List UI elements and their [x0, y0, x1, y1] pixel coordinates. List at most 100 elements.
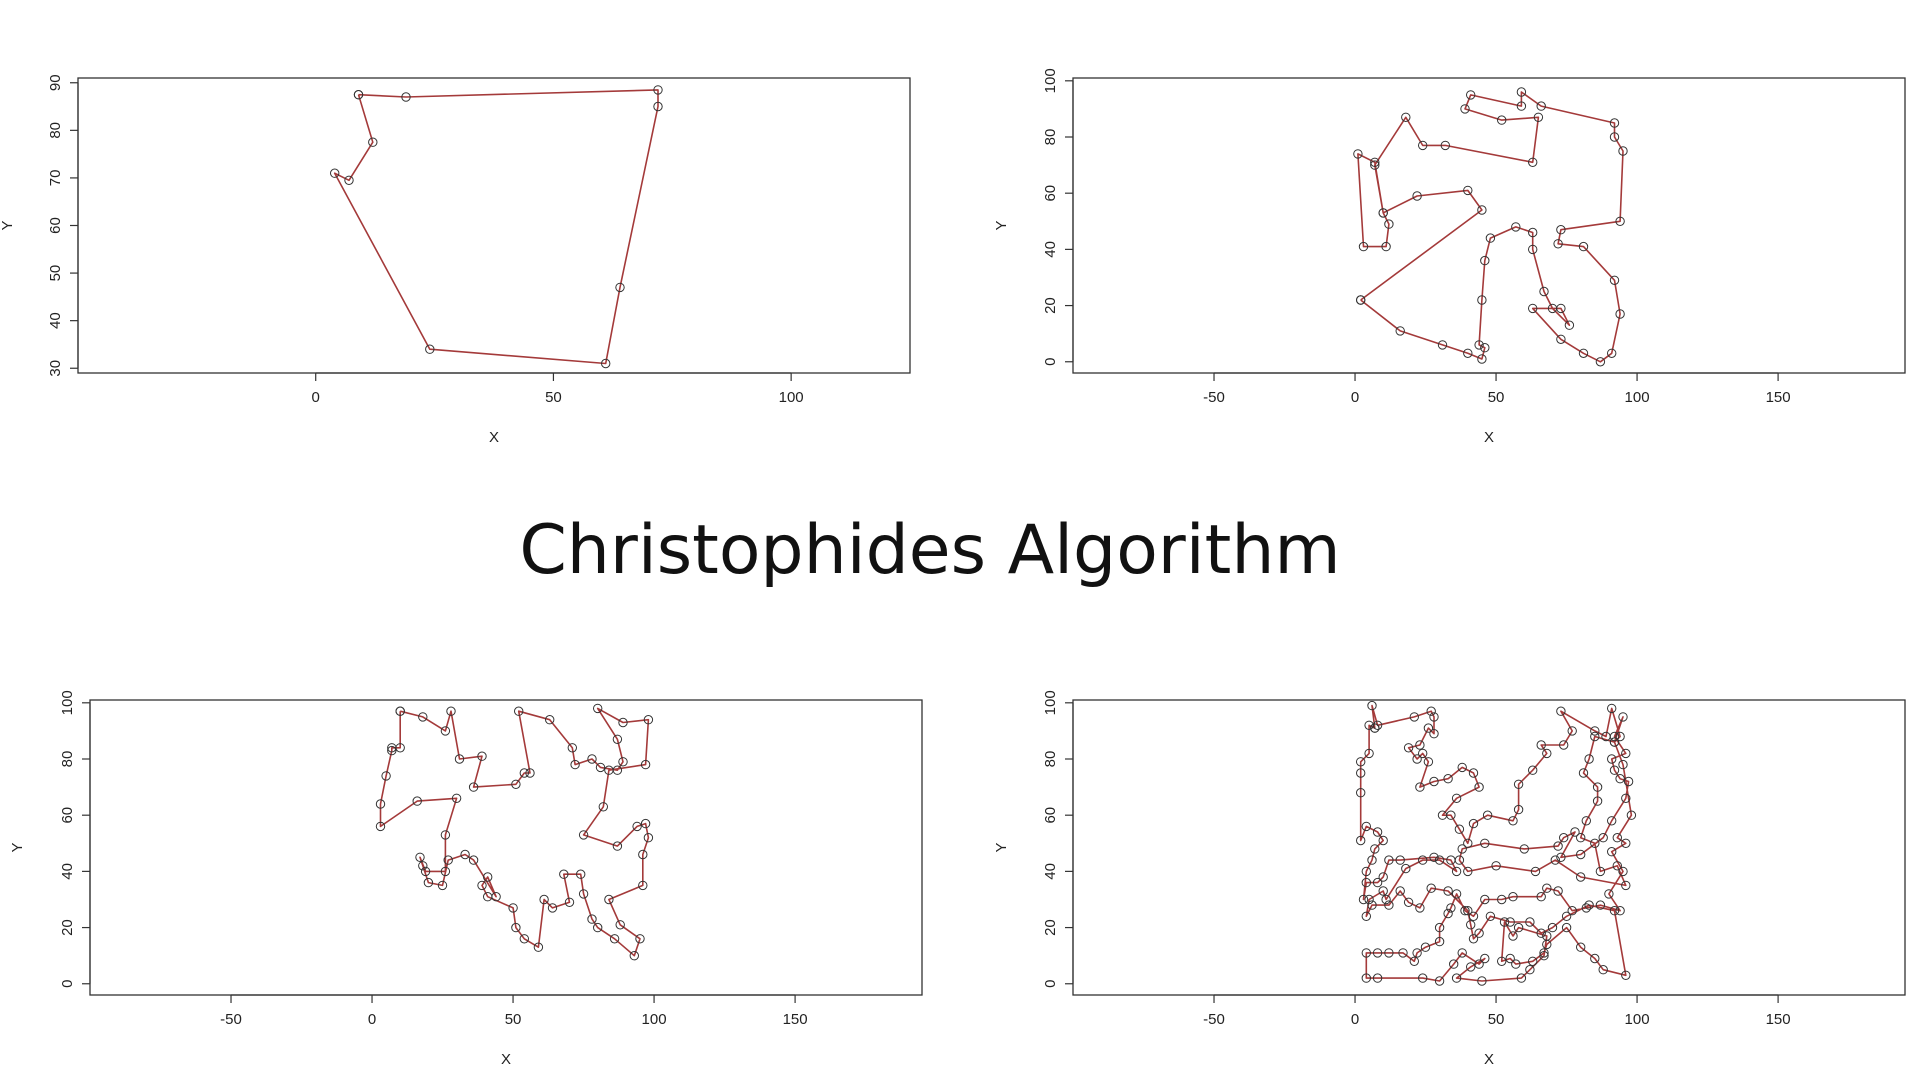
- city-point: [1356, 295, 1366, 305]
- city-point: [1463, 866, 1473, 877]
- city-point: [1615, 774, 1625, 784]
- city-point: [618, 717, 628, 728]
- x-tick-label: 0: [1351, 389, 1359, 406]
- y-tick-label: 0: [1042, 358, 1059, 366]
- city-point: [1401, 863, 1411, 874]
- city-point: [1559, 833, 1569, 843]
- city-point: [1468, 934, 1479, 944]
- city-point: [1609, 906, 1620, 916]
- city-point: [1423, 757, 1434, 767]
- city-point: [1384, 900, 1394, 910]
- city-point: [1536, 892, 1546, 902]
- city-point: [629, 951, 639, 961]
- city-point: [344, 175, 354, 186]
- city-point: [1561, 922, 1572, 933]
- city-point: [1612, 833, 1623, 843]
- city-point: [1378, 872, 1388, 882]
- city-point: [1474, 340, 1484, 350]
- city-point: [576, 869, 586, 879]
- city-point: [539, 894, 549, 905]
- y-tick-label: 50: [47, 265, 64, 282]
- city-point: [1539, 951, 1549, 961]
- city-point: [1576, 849, 1586, 860]
- city-point: [514, 706, 524, 716]
- city-point: [1370, 723, 1380, 733]
- city-point: [1480, 953, 1490, 964]
- city-point: [519, 768, 529, 778]
- city-point: [593, 703, 603, 714]
- city-point: [1590, 953, 1600, 964]
- city-point: [1457, 948, 1467, 958]
- city-point: [1451, 889, 1462, 899]
- city-point: [1590, 838, 1600, 848]
- city-point: [1576, 872, 1586, 882]
- city-point: [1525, 965, 1535, 975]
- city-point: [1595, 900, 1606, 910]
- city-point: [1553, 886, 1563, 896]
- city-point: [519, 934, 529, 944]
- city-point: [609, 934, 620, 944]
- city-point: [1576, 833, 1586, 843]
- city-point: [635, 934, 645, 944]
- city-point: [1536, 928, 1546, 938]
- city-point: [1609, 765, 1620, 775]
- city-point: [1443, 908, 1453, 919]
- city-point: [491, 892, 501, 902]
- city-point: [443, 855, 453, 865]
- city-point: [1482, 810, 1493, 820]
- city-point: [1463, 838, 1473, 848]
- x-tick-label: 150: [1766, 389, 1791, 406]
- city-point: [640, 818, 651, 829]
- city-point: [1378, 208, 1388, 218]
- y-tick-label: 40: [1042, 863, 1059, 880]
- y-tick-label: 20: [1042, 297, 1059, 314]
- city-point: [1480, 894, 1490, 905]
- x-tick-label: 100: [1625, 389, 1650, 406]
- city-point: [643, 833, 654, 843]
- city-point: [612, 841, 623, 851]
- x-axis-title: X: [501, 1051, 511, 1068]
- y-tick-label: 0: [59, 980, 76, 988]
- city-point: [1497, 956, 1507, 966]
- city-point: [440, 830, 451, 840]
- city-point: [1409, 956, 1420, 966]
- x-tick-label: 150: [1766, 1011, 1791, 1028]
- city-point: [1564, 320, 1575, 330]
- plot-frame: [1072, 699, 1906, 996]
- city-point: [564, 897, 575, 907]
- city-point: [1429, 852, 1439, 862]
- city-point: [1468, 818, 1479, 829]
- x-axis-title: X: [1484, 429, 1494, 446]
- city-point: [1434, 936, 1445, 947]
- city-point: [1415, 740, 1425, 750]
- city-point: [1412, 754, 1422, 764]
- city-point: [1570, 827, 1580, 837]
- city-point: [1356, 788, 1366, 798]
- city-point: [1361, 973, 1372, 983]
- city-point: [1609, 737, 1620, 747]
- city-point: [570, 759, 580, 770]
- city-point: [1381, 241, 1391, 252]
- city-point: [1542, 748, 1552, 759]
- city-point: [1595, 866, 1606, 877]
- city-point: [1508, 816, 1518, 826]
- city-point: [1539, 948, 1549, 958]
- city-point: [1621, 793, 1631, 803]
- x-tick-label: 50: [1488, 389, 1505, 406]
- city-point: [1607, 754, 1617, 764]
- city-point: [1609, 275, 1620, 285]
- y-tick-label: 70: [47, 170, 64, 187]
- city-point: [1513, 779, 1524, 789]
- x-tick-label: 0: [1351, 1011, 1359, 1028]
- y-axis-title: Y: [993, 220, 1010, 230]
- city-point: [1581, 903, 1592, 913]
- x-tick-label: 150: [783, 1011, 808, 1028]
- city-point: [1536, 740, 1546, 750]
- city-point: [632, 821, 642, 832]
- city-point: [1361, 911, 1372, 921]
- city-point: [1457, 844, 1467, 854]
- city-point: [1426, 883, 1436, 893]
- city-point: [638, 880, 648, 891]
- x-tick-label: 100: [642, 1011, 667, 1028]
- city-point: [1508, 931, 1518, 941]
